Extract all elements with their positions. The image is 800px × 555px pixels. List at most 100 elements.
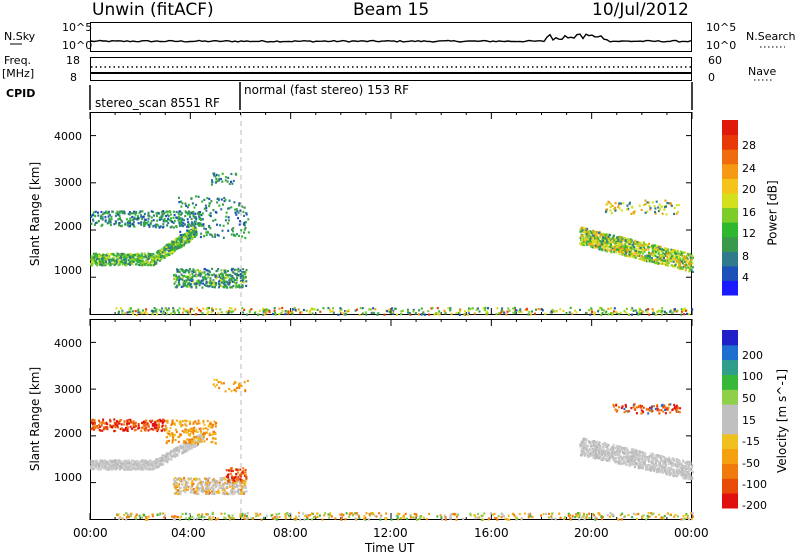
power-echo bbox=[95, 211, 97, 213]
power-echo bbox=[232, 285, 234, 287]
power-echo bbox=[613, 235, 615, 237]
power-echo bbox=[447, 307, 449, 309]
power-echo bbox=[90, 216, 92, 218]
velocity-echo bbox=[141, 460, 143, 462]
velocity-echo bbox=[94, 422, 96, 424]
power-echo bbox=[505, 313, 507, 315]
velocity-echo bbox=[99, 429, 101, 431]
power-echo bbox=[659, 311, 661, 313]
velocity-echo bbox=[201, 441, 203, 443]
power-echo bbox=[274, 310, 276, 312]
power-echo bbox=[156, 313, 158, 315]
power-echo bbox=[514, 311, 516, 313]
power-echo bbox=[200, 236, 202, 238]
power-echo bbox=[192, 211, 194, 213]
power-echo bbox=[656, 245, 658, 247]
velocity-echo bbox=[218, 492, 220, 494]
power-echo bbox=[680, 314, 682, 316]
power-echo bbox=[111, 218, 113, 220]
power-echo bbox=[530, 313, 532, 315]
power-echo bbox=[649, 260, 651, 262]
power-echo bbox=[621, 247, 623, 249]
power-echo bbox=[584, 240, 586, 242]
velocity-echo bbox=[196, 487, 198, 489]
velocity-echo bbox=[185, 482, 187, 484]
velocity-echo bbox=[149, 467, 151, 469]
velocity-echo bbox=[128, 514, 130, 516]
velocity-echo bbox=[207, 428, 209, 430]
velocity-echo bbox=[235, 473, 237, 475]
power-echo bbox=[628, 314, 630, 316]
velocity-echo bbox=[276, 515, 278, 517]
velocity-echo bbox=[199, 422, 201, 424]
power-echo bbox=[220, 178, 222, 180]
power-echo bbox=[220, 269, 222, 271]
velocity-echo bbox=[108, 469, 110, 471]
power-echo bbox=[179, 277, 181, 279]
velocity-echo bbox=[95, 426, 97, 428]
velocity-echo bbox=[245, 474, 247, 476]
power-echo bbox=[528, 311, 530, 313]
power-echo bbox=[167, 244, 169, 246]
power-echo bbox=[640, 309, 642, 311]
power-echo bbox=[592, 234, 594, 236]
velocity-echo bbox=[240, 475, 242, 477]
power-echo bbox=[596, 231, 598, 233]
power-echo bbox=[116, 307, 118, 309]
power-echo bbox=[142, 309, 144, 311]
power-echo bbox=[172, 242, 174, 244]
power-echo bbox=[205, 228, 207, 230]
power-echo bbox=[606, 208, 608, 210]
power-echo bbox=[104, 216, 106, 218]
velocity-echo bbox=[184, 491, 186, 493]
power-echo bbox=[94, 215, 96, 217]
velocity-echo bbox=[598, 512, 600, 514]
power-echo bbox=[601, 241, 603, 243]
power-echo bbox=[104, 212, 106, 214]
power-echo bbox=[176, 217, 178, 219]
power-echo bbox=[177, 271, 179, 273]
velocity-echo bbox=[154, 423, 156, 425]
power-echo bbox=[172, 307, 174, 309]
power-echo bbox=[240, 276, 242, 278]
velocity-echo bbox=[636, 518, 638, 520]
velocity-echo bbox=[189, 486, 191, 488]
power-echo bbox=[148, 253, 150, 255]
power-echo bbox=[180, 218, 182, 220]
power-echo bbox=[632, 211, 634, 213]
power-echo bbox=[153, 215, 155, 217]
power-echo bbox=[507, 311, 509, 313]
power-echo bbox=[144, 213, 146, 215]
velocity-echo bbox=[179, 433, 181, 435]
power-echo bbox=[676, 204, 678, 206]
velocity-echo bbox=[229, 486, 231, 488]
power-echo bbox=[208, 270, 210, 272]
power-echo bbox=[245, 212, 247, 214]
power-echo bbox=[683, 313, 685, 315]
power-echo bbox=[459, 314, 461, 316]
velocity-echo bbox=[145, 420, 147, 422]
power-echo bbox=[140, 256, 142, 258]
power-echo bbox=[637, 255, 639, 257]
velocity-echo bbox=[103, 426, 105, 428]
power-echo bbox=[178, 197, 180, 199]
power-echo bbox=[267, 309, 269, 311]
velocity-echo bbox=[680, 518, 682, 520]
velocity-echo bbox=[627, 514, 629, 516]
velocity-echo bbox=[184, 486, 186, 488]
power-echo bbox=[679, 265, 681, 267]
velocity-echo bbox=[200, 439, 202, 441]
power-echo bbox=[202, 280, 204, 282]
power-echo bbox=[207, 276, 209, 278]
power-echo bbox=[225, 271, 227, 273]
velocity-echo bbox=[177, 489, 179, 491]
power-echo bbox=[638, 311, 640, 313]
power-echo bbox=[208, 198, 210, 200]
power-echo bbox=[185, 281, 187, 283]
power-echo bbox=[92, 214, 94, 216]
velocity-echo bbox=[143, 421, 145, 423]
power-echo bbox=[231, 286, 233, 288]
velocity-echo bbox=[205, 488, 207, 490]
power-echo bbox=[230, 206, 232, 208]
velocity-echo bbox=[136, 460, 138, 462]
